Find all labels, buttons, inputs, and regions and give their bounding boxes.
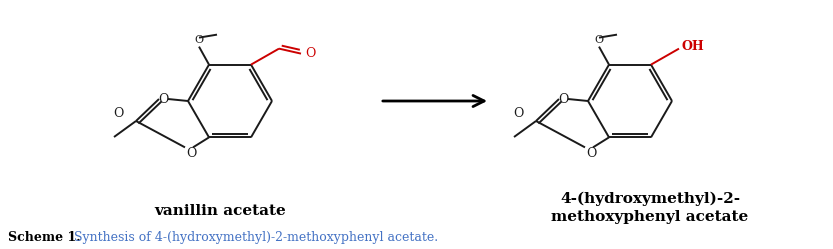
Text: O: O [305, 47, 316, 60]
Text: vanillin acetate: vanillin acetate [154, 204, 286, 218]
Text: O: O [595, 35, 604, 45]
Text: O: O [157, 92, 168, 106]
Text: O: O [194, 35, 203, 45]
Text: O: O [112, 107, 123, 120]
Text: O: O [586, 147, 596, 160]
Text: Synthesis of 4-(hydroxymethyl)-2-methoxyphenyl acetate.: Synthesis of 4-(hydroxymethyl)-2-methoxy… [70, 231, 438, 244]
Text: 4-(hydroxymethyl)-2-: 4-(hydroxymethyl)-2- [560, 192, 740, 206]
Text: O: O [513, 107, 523, 120]
Text: OH: OH [682, 40, 705, 53]
Text: methoxyphenyl acetate: methoxyphenyl acetate [551, 210, 749, 224]
Text: O: O [558, 92, 568, 106]
Text: Scheme 1.: Scheme 1. [8, 231, 81, 244]
Text: O: O [186, 147, 197, 160]
